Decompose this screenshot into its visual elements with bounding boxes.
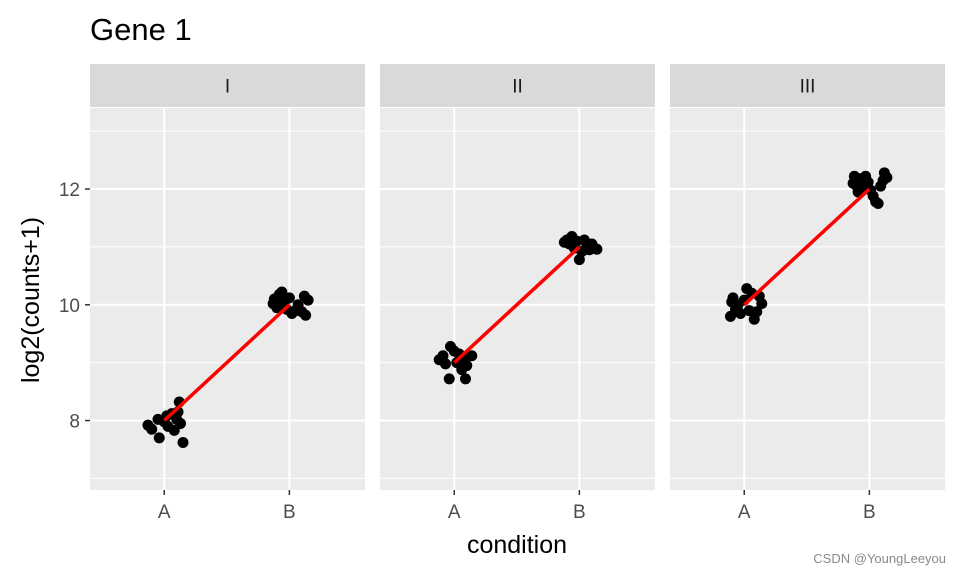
panel-background <box>380 108 655 490</box>
y-tick-label: 12 <box>59 180 80 201</box>
y-axis-title: log2(counts+1) <box>17 217 45 383</box>
fit-line <box>743 187 871 307</box>
data-point <box>177 437 189 449</box>
watermark: CSDN @YoungLeeyou <box>813 551 946 566</box>
data-point <box>751 306 763 318</box>
data-point <box>302 294 314 306</box>
facet-strip-label: II <box>512 77 523 98</box>
data-point <box>756 298 768 310</box>
chart-title: Gene 1 <box>90 12 192 47</box>
facet-strip <box>380 64 655 107</box>
y-tick-label: 10 <box>59 296 80 317</box>
fit-line <box>453 245 581 364</box>
x-tick-label: B <box>863 502 876 523</box>
data-point <box>300 309 312 321</box>
data-point <box>461 360 473 372</box>
x-axis-title: condition <box>467 531 567 559</box>
facet-panel-I: I <box>90 64 365 490</box>
data-point <box>466 350 478 362</box>
y-tick-label: 8 <box>69 412 80 433</box>
fit-line <box>163 303 291 422</box>
data-point <box>276 286 288 298</box>
facet-panels: I II III <box>90 64 945 490</box>
data-point <box>591 243 603 255</box>
data-point <box>283 292 295 304</box>
data-point <box>443 373 455 385</box>
data-point <box>872 198 884 209</box>
facet-strip <box>670 64 945 107</box>
panel-background <box>90 108 365 490</box>
x-tick-label: A <box>448 502 461 523</box>
facet-panel-II: II <box>380 64 655 490</box>
data-point <box>439 358 451 370</box>
facet-panel-III: III <box>670 64 945 490</box>
facet-strip-label: III <box>800 77 816 98</box>
data-point <box>146 423 158 435</box>
data-point <box>271 302 283 314</box>
data-point <box>175 417 187 429</box>
data-point <box>734 307 746 319</box>
x-tick-label: B <box>573 502 586 523</box>
data-point <box>460 373 472 385</box>
data-point <box>881 171 893 183</box>
data-point <box>153 432 165 444</box>
panel-background <box>670 108 945 490</box>
y-axis: 8 10 12 <box>59 180 90 433</box>
x-tick-label: A <box>738 502 751 523</box>
facet-strip <box>90 64 365 107</box>
x-tick-label: B <box>283 502 296 523</box>
x-tick-label: A <box>158 502 171 523</box>
facet-strip-label: I <box>225 77 230 98</box>
